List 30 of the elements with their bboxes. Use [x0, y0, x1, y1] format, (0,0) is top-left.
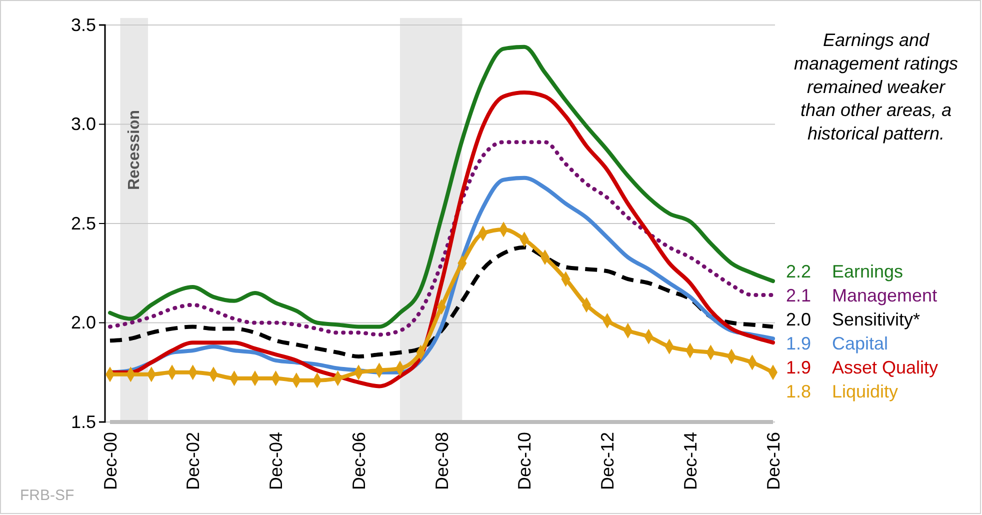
data-label: 2.1 [786, 285, 812, 306]
x-tick-label: Dec-16 [763, 432, 784, 490]
data-label: 1.9 [786, 333, 812, 354]
text: Earnings and management ratings remained weaker than other areas, a historical pattern. [794, 30, 958, 144]
y-tick-label: 2.5 [70, 213, 96, 234]
x-tick-label: Dec-10 [514, 432, 535, 490]
text: Earnings [832, 261, 904, 282]
y-tick-label: 2.0 [70, 312, 96, 333]
y-tick-label: 3.5 [70, 14, 96, 35]
x-tick-label: Dec-02 [183, 432, 204, 490]
text: Management [832, 285, 938, 306]
x-tick-label: Dec-08 [432, 432, 452, 490]
data-label: 2.0 [786, 309, 812, 330]
text: FRB-SF [20, 487, 74, 504]
data-label: 2.2 [786, 261, 812, 282]
text: Capital [832, 333, 888, 354]
data-label: 1.8 [786, 381, 812, 402]
x-tick-label: Dec-00 [100, 432, 120, 490]
band-label: Recession [126, 110, 144, 190]
x-tick-label: Dec-06 [348, 432, 369, 490]
line-series [108, 44, 775, 329]
text: Liquidity [832, 381, 898, 402]
data-label: 1.9 [786, 357, 812, 378]
x-tick-label: Dec-12 [598, 432, 618, 490]
y-tick-label: 3.0 [70, 114, 96, 134]
y-tick-label: 1.5 [70, 412, 96, 432]
x-tick-label: Dec-04 [266, 432, 286, 490]
text: Sensitivity* [832, 309, 920, 330]
x-tick-label: Dec-14 [680, 432, 700, 490]
text: Asset Quality [832, 357, 938, 378]
